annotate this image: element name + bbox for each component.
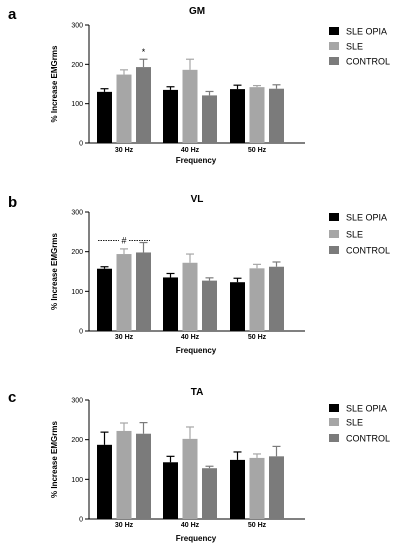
x-category-label: 40 Hz <box>181 522 200 529</box>
bar-sle-40hz <box>182 438 198 519</box>
x-axis-label: Frequency <box>176 346 217 355</box>
y-tick-label: 100 <box>71 289 83 296</box>
legend-label: SLE <box>346 42 363 52</box>
legend-swatch <box>329 434 339 442</box>
y-tick-label: 0 <box>79 141 83 148</box>
bar-sle-50hz <box>249 268 265 331</box>
legend-swatch <box>329 57 339 65</box>
panel-letter: a <box>8 6 17 23</box>
legend-label: SLE OPIA <box>346 404 387 414</box>
bar-sle-50hz <box>249 457 265 519</box>
bar-control-30hz <box>136 252 151 331</box>
panel-letter: b <box>8 194 17 211</box>
y-axis-label: % Increase EMGrms <box>50 45 59 122</box>
bar-sle-30hz <box>116 74 132 143</box>
bar-sle-30hz <box>116 430 132 519</box>
bar-sle-40hz <box>182 69 198 143</box>
legend-swatch <box>329 213 339 221</box>
y-tick-label: 200 <box>71 249 83 256</box>
legend-label: CONTROL <box>346 434 390 444</box>
legend-swatch <box>329 404 339 412</box>
chart-panel-b: b VL 0 100 200 300 % Increase EMGrms 30 Hz 40 Hz… <box>8 194 390 355</box>
panel-letter: c <box>8 389 16 406</box>
legend-swatch <box>329 42 339 50</box>
legend-label: SLE OPIA <box>346 27 387 37</box>
bar-control-30hz <box>136 433 151 519</box>
bar-sle-40hz <box>182 262 198 331</box>
bar-control-50hz <box>269 456 284 519</box>
chart-title: GM <box>189 6 205 17</box>
x-axis-label: Frequency <box>176 156 217 165</box>
bar-control-40hz <box>202 280 217 331</box>
bar-control-40hz <box>202 95 217 143</box>
bar-sle-30hz <box>116 254 132 331</box>
y-tick-label: 300 <box>71 23 83 30</box>
x-category-label: 30 Hz <box>115 334 134 341</box>
x-axis-label: Frequency <box>176 534 217 543</box>
significance-mark: # <box>121 236 126 246</box>
legend-swatch <box>329 27 339 35</box>
y-axis-label: % Increase EMGrms <box>50 232 59 309</box>
bar-sle-opia-30hz <box>97 444 112 519</box>
chart-panel-a: a GM 0 100 200 300 % Increase EMGrms 30 Hz 40 Hz… <box>8 6 390 165</box>
y-tick-label: 0 <box>79 517 83 524</box>
y-tick-label: 200 <box>71 62 83 69</box>
y-axis-label: % Increase EMGrms <box>50 420 59 497</box>
x-category-label: 40 Hz <box>181 147 200 154</box>
legend-swatch <box>329 418 339 426</box>
bar-sle-50hz <box>249 87 265 143</box>
bar-sle-opia-50hz <box>230 89 245 143</box>
significance-mark: * <box>142 47 146 57</box>
bar-control-50hz <box>269 88 284 143</box>
y-tick-label: 0 <box>79 329 83 336</box>
legend-label: SLE <box>346 418 363 428</box>
bar-control-50hz <box>269 266 284 331</box>
chart-title: TA <box>191 387 204 398</box>
chart-title: VL <box>191 194 204 205</box>
bar-sle-opia-40hz <box>163 462 178 519</box>
y-tick-label: 200 <box>71 437 83 444</box>
bar-sle-opia-40hz <box>163 277 178 331</box>
y-tick-label: 300 <box>71 210 83 217</box>
bar-sle-opia-30hz <box>97 91 112 143</box>
legend-label: SLE <box>346 230 363 240</box>
x-category-label: 40 Hz <box>181 334 200 341</box>
y-tick-label: 100 <box>71 101 83 108</box>
legend-swatch <box>329 246 339 254</box>
bar-control-30hz <box>136 67 151 143</box>
bar-control-40hz <box>202 468 217 519</box>
x-category-label: 50 Hz <box>248 147 267 154</box>
x-category-label: 30 Hz <box>115 147 134 154</box>
legend-label: CONTROL <box>346 57 390 67</box>
x-category-label: 50 Hz <box>248 334 267 341</box>
x-category-label: 30 Hz <box>115 522 134 529</box>
x-category-label: 50 Hz <box>248 522 267 529</box>
legend-label: CONTROL <box>346 246 390 256</box>
legend-label: SLE OPIA <box>346 213 387 223</box>
legend-swatch <box>329 230 339 238</box>
y-tick-label: 300 <box>71 398 83 405</box>
bar-sle-opia-40hz <box>163 89 178 143</box>
bar-sle-opia-30hz <box>97 268 112 331</box>
bar-sle-opia-50hz <box>230 282 245 331</box>
chart-panel-c: c TA 0 100 200 300 % Increase EMGrms 30 Hz 40 Hz… <box>8 387 390 543</box>
bar-sle-opia-50hz <box>230 459 245 519</box>
y-tick-label: 100 <box>71 477 83 484</box>
